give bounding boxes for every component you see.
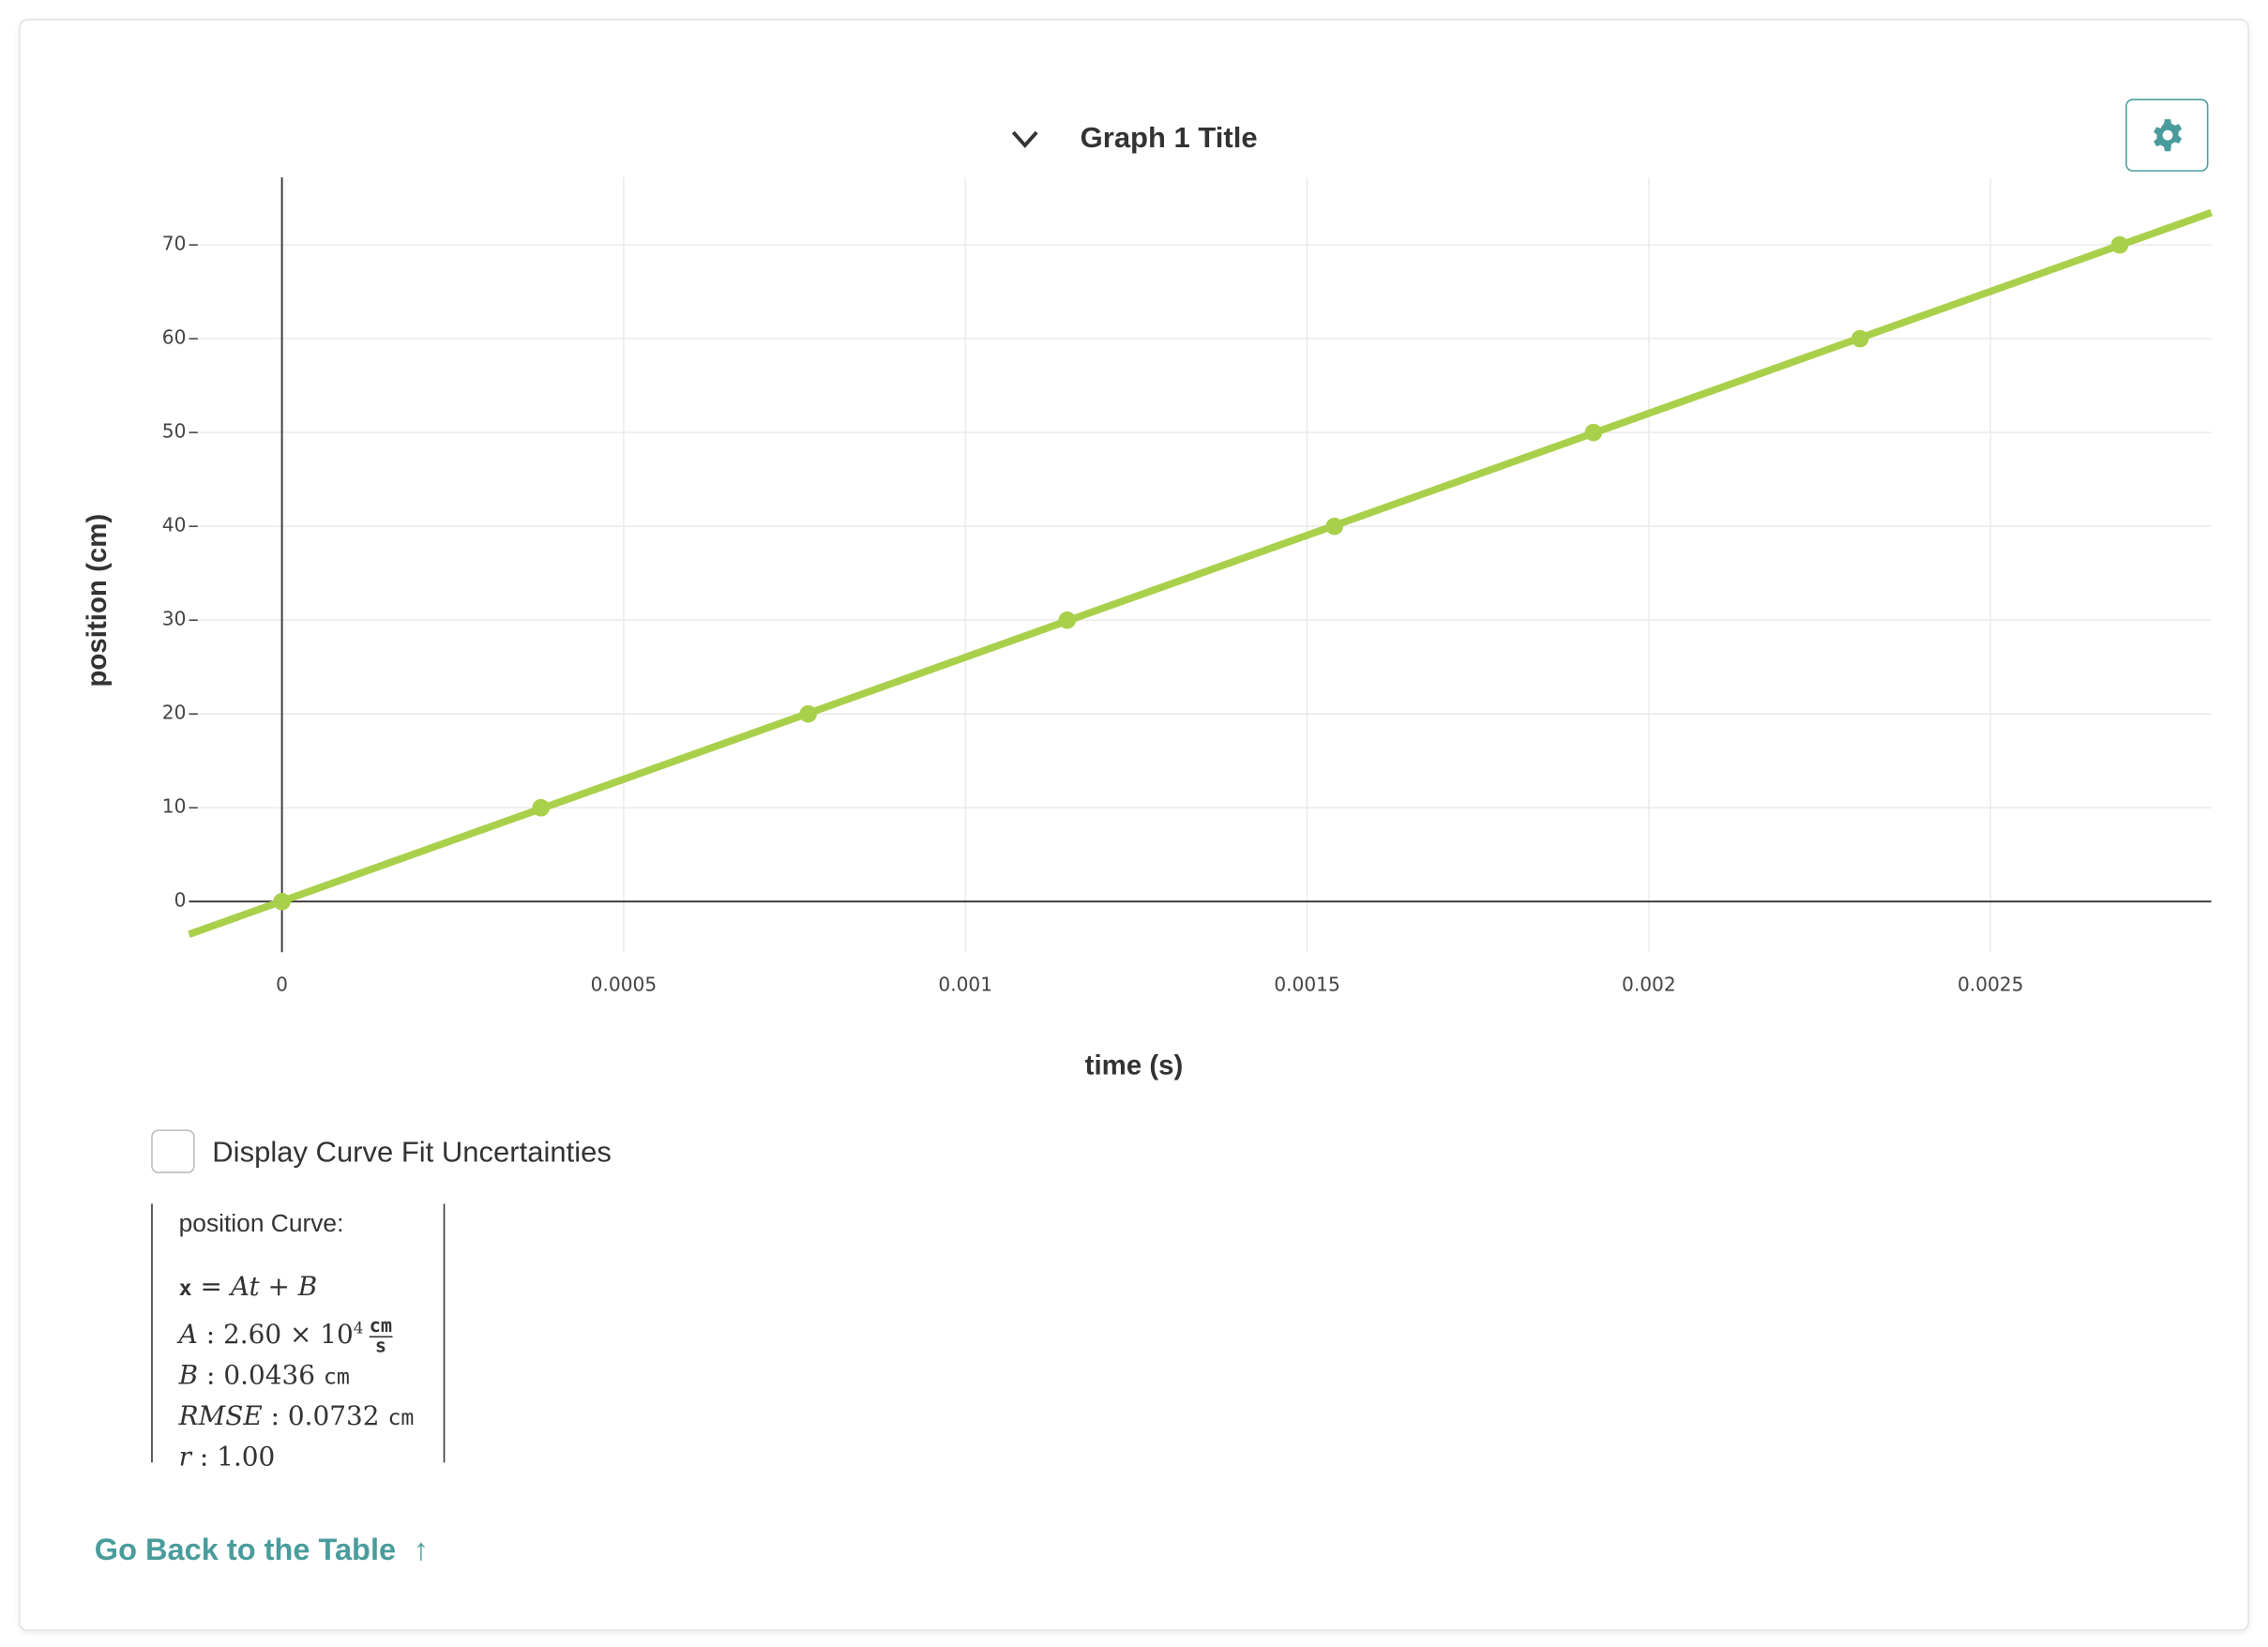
unit-denominator: s	[374, 1335, 386, 1357]
checkbox-label[interactable]: Display Curve Fit Uncertainties	[212, 1137, 612, 1170]
y-tick-label: 70	[162, 233, 187, 255]
param-sep: :	[206, 1360, 216, 1391]
x-tick-label: 0.002	[1622, 973, 1676, 995]
eq-rhs: At + B	[230, 1272, 318, 1303]
param-sep: :	[199, 1441, 209, 1473]
param-unit: cm	[387, 1403, 415, 1430]
fit-line	[188, 209, 2213, 938]
param-unit: cm s	[369, 1314, 393, 1357]
fit-params: A : 2.60 × 104 cm s B : 0.0436 cm RMSE : 0.0…	[179, 1308, 444, 1476]
fit-equation: x = At + B	[179, 1268, 444, 1308]
data-point	[2110, 235, 2129, 254]
param-value: 0.0732	[287, 1400, 380, 1431]
x-tick-label: 0.0005	[591, 973, 657, 995]
param-name: RMSE	[178, 1400, 263, 1431]
gear-icon	[2153, 119, 2182, 152]
x-tick-label: 0.001	[938, 973, 992, 995]
y-tick-label: 40	[162, 514, 187, 536]
settings-button[interactable]	[2125, 98, 2209, 172]
chart-title: Graph 1 Title	[1081, 121, 1258, 154]
param-name: B	[178, 1360, 199, 1391]
data-point	[532, 798, 551, 817]
param-sep: :	[270, 1400, 280, 1431]
y-tick-label: 0	[174, 889, 187, 912]
data-point	[799, 704, 817, 723]
y-tick-label: 50	[162, 420, 187, 443]
fit-heading: position Curve:	[178, 1209, 344, 1238]
back-link-text[interactable]: Go Back to the Table	[94, 1534, 397, 1567]
y-tick-label: 30	[162, 608, 187, 630]
eq-lhs: x	[178, 1275, 192, 1302]
collapse-chevron[interactable]	[1011, 130, 1038, 148]
y-tick-label: 60	[162, 326, 187, 349]
fit-param: B : 0.0436 cm	[179, 1355, 444, 1396]
data-point	[1851, 329, 1869, 348]
param-value: 0.0436	[223, 1360, 315, 1391]
data-point	[273, 892, 291, 911]
fit-param: A : 2.60 × 104 cm s	[179, 1308, 444, 1355]
param-unit: cm	[323, 1363, 350, 1390]
eq-op: =	[200, 1272, 222, 1303]
data-point	[1058, 611, 1077, 629]
param-sep: :	[205, 1320, 216, 1351]
fit-param: RMSE : 0.0732 cm	[179, 1397, 444, 1437]
param-name: r	[178, 1441, 191, 1473]
x-tick-label: 0	[276, 973, 288, 995]
graph-card	[19, 19, 2249, 1632]
x-axis-title: time (s)	[1085, 1050, 1184, 1080]
curve-fit-box: position Curve: x = At + B A : 2.60 × 10…	[151, 1203, 446, 1472]
param-value: 1.00	[217, 1441, 276, 1473]
x-tick-label: 0.0025	[1958, 973, 2023, 995]
y-axis-title: position (cm)	[82, 514, 113, 688]
back-icon[interactable]: ↑	[413, 1534, 429, 1567]
y-tick-label: 20	[162, 702, 187, 724]
x-tick-label: 0.0015	[1274, 973, 1339, 995]
fit-param: r : 1.00	[179, 1437, 444, 1476]
unit-numerator: cm	[369, 1314, 393, 1337]
param-value: 2.60 × 10	[222, 1320, 354, 1351]
y-tick-label: 10	[162, 795, 187, 818]
param-name: A	[178, 1320, 198, 1351]
back-link[interactable]: Go Back to the Table ↑	[95, 1534, 429, 1568]
data-point	[1584, 423, 1603, 442]
data-point	[1325, 517, 1344, 536]
checkbox[interactable]	[151, 1129, 195, 1173]
chart: Graph 1 Title time (s) position (cm) 0 0.…	[82, 121, 2213, 1080]
param-exp: 4	[353, 1318, 364, 1337]
